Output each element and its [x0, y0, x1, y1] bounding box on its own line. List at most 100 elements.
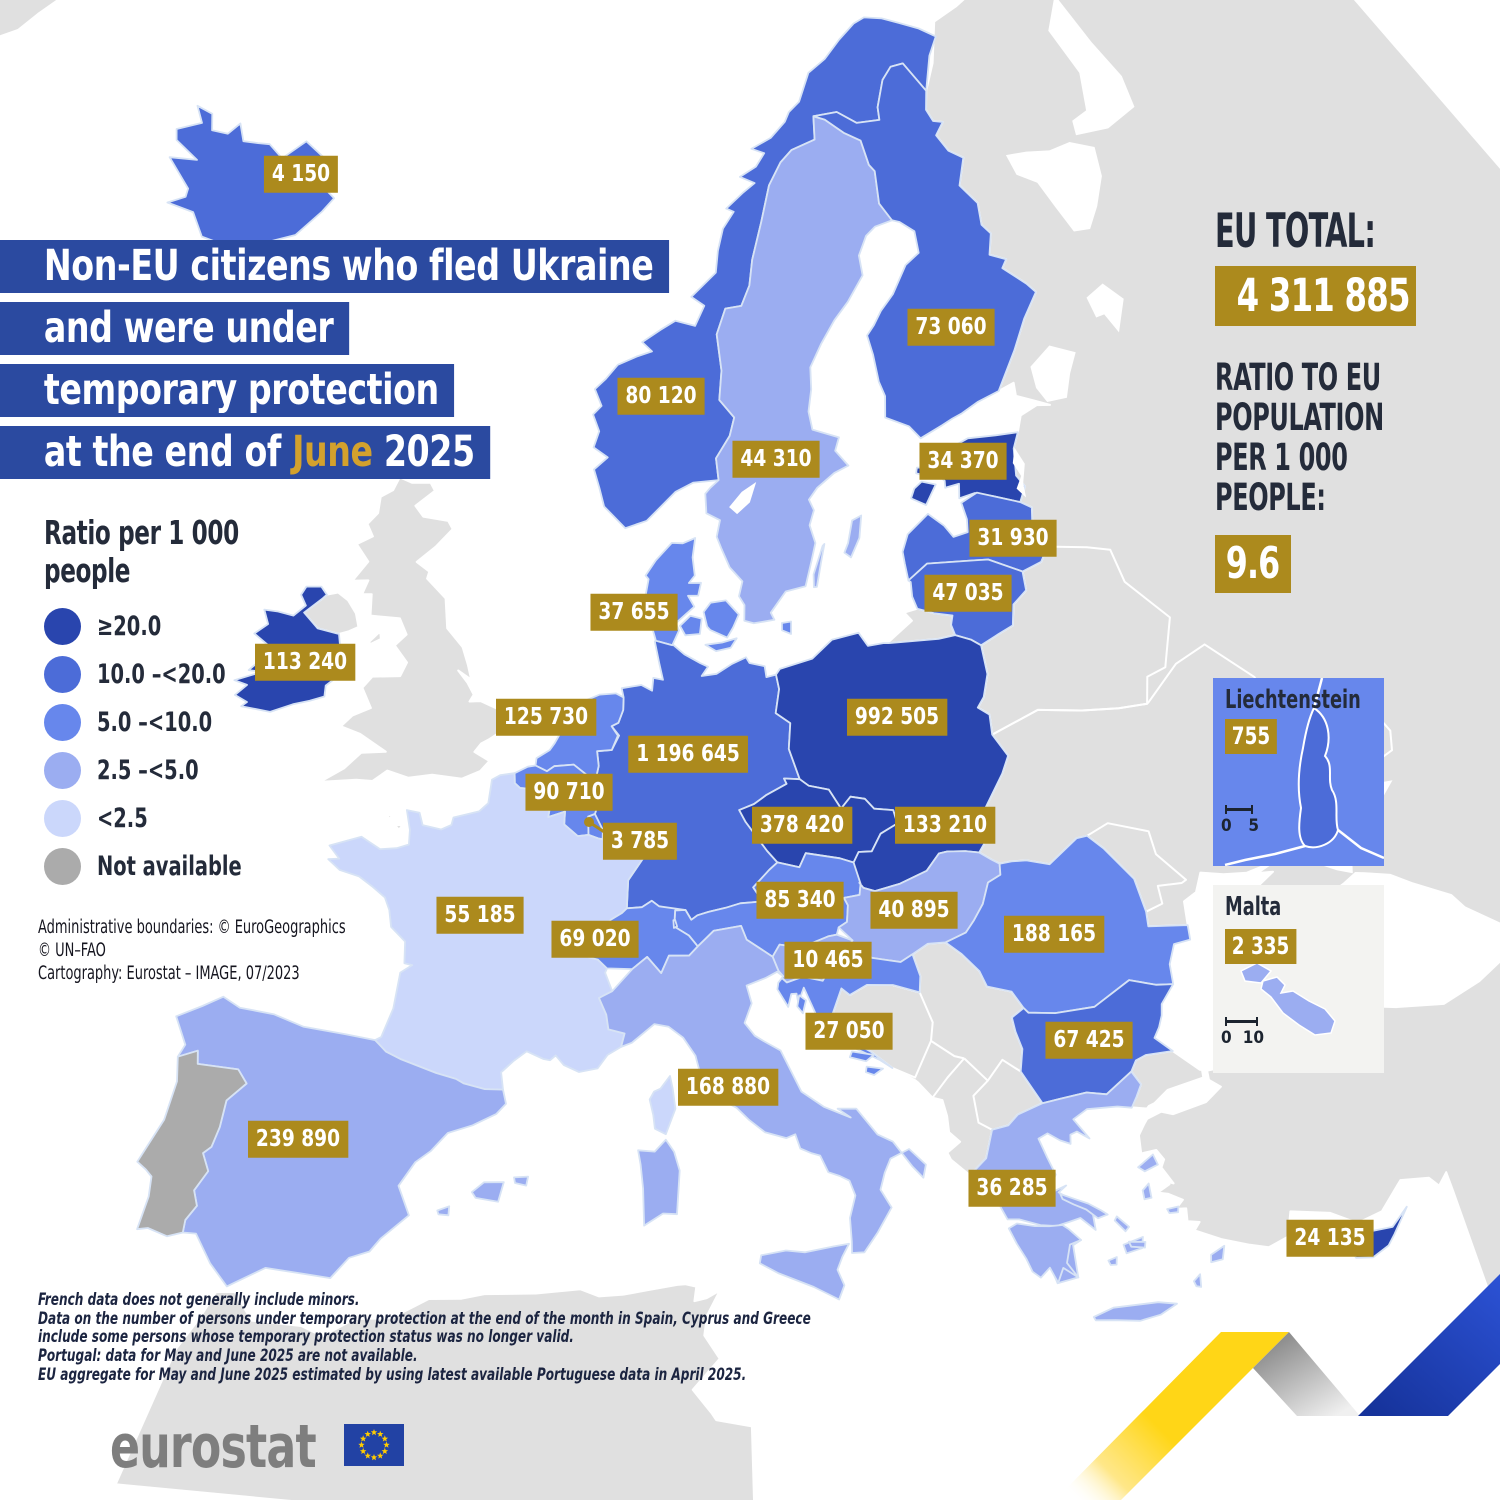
border-montenegro-albania — [931, 1057, 965, 1099]
value-badge-sweden: 44 310 — [732, 440, 820, 478]
country-sweden — [704, 115, 893, 625]
value-badge-malta: 2 335 — [1225, 929, 1297, 964]
luxembourg-marker-dot — [584, 817, 594, 827]
title-line-2-text: and were under — [43, 303, 334, 353]
value-badge-finland: 73 060 — [907, 308, 995, 346]
value-badge-iceland: 4 150 — [263, 155, 339, 193]
title-month-highlight: June — [292, 427, 373, 477]
country-liechtenstein-inset — [1297, 706, 1340, 849]
legend-label-b1: ≥20.0 — [97, 610, 162, 642]
value-badge-lithuania: 47 035 — [924, 574, 1012, 612]
country-croatia-islands-mid — [848, 1050, 875, 1063]
title-line-1: Non-EU citizens who fled Ukraine — [0, 240, 669, 293]
lake-onega — [1086, 283, 1124, 333]
scale-min-label: 0 — [1221, 1028, 1232, 1048]
attribution-line-1: Administrative boundaries: © EuroGeograp… — [38, 917, 346, 938]
island-malta — [1260, 976, 1336, 1036]
lake-white-sea — [1005, 142, 1102, 232]
country-liechtenstein — [672, 919, 678, 929]
liechtenstein-inset-map — [1224, 678, 1384, 866]
legend: Ratio per 1 000 people ≥20.0 10.0 –<20.0 5… — [44, 514, 294, 890]
country-crete — [1092, 1301, 1178, 1322]
legend-title: Ratio per 1 000 people — [44, 514, 294, 589]
legend-label-b4: 2.5 –<5.0 — [97, 754, 199, 786]
country-oland — [812, 543, 826, 589]
country-sardinia — [637, 1138, 681, 1227]
legend-title-line-2: people — [44, 550, 131, 590]
eu-ratio-label-line-1: RATIO TO EU — [1215, 356, 1381, 399]
country-cyclades-andros — [1113, 1215, 1130, 1233]
malta-inset-map — [1240, 962, 1336, 1036]
footnote-line-4: Portugal: data for May and June 2025 are… — [38, 1346, 418, 1366]
country-gotland — [843, 514, 863, 559]
legend-items: ≥20.0 10.0 –<20.0 5.0 –<10.0 2.5 –<5.0 <2.5 N… — [44, 602, 294, 890]
value-badge-germany: 1 196 645 — [628, 735, 748, 773]
country-denmark-funen — [679, 614, 703, 637]
country-cyclades-naxos — [1128, 1240, 1147, 1249]
country-sicily — [758, 1242, 850, 1301]
eu-summary: EU TOTAL: 4 311 885 RATIO TO EU POPULATI… — [1215, 208, 1451, 593]
title-line-2: and were under — [0, 302, 349, 355]
title-line-4: at the end of June 2025 — [0, 426, 491, 479]
eu-total-value: 4 311 885 — [1215, 266, 1416, 326]
legend-label-b3: 5.0 –<10.0 — [97, 706, 213, 738]
malta-scale-bar: 0 10 — [1221, 1017, 1264, 1048]
footnote-line-1: French data does not generally include m… — [38, 1290, 360, 1309]
inset-border-south — [1224, 844, 1306, 866]
legend-title-line-1: Ratio per 1 000 — [44, 513, 239, 552]
value-badge-austria: 85 340 — [756, 881, 844, 919]
country-bornholm — [781, 620, 792, 635]
value-badge-switzerland: 69 020 — [551, 920, 639, 958]
lake-ladoga — [1030, 345, 1076, 402]
value-badge-liechtenstein: 755 — [1225, 719, 1277, 754]
value-badge-belgium: 90 710 — [525, 773, 613, 811]
value-badge-norway: 80 120 — [617, 377, 705, 415]
title-line-4-prefix: at the end of — [43, 427, 293, 477]
country-denmark-lolland — [704, 637, 738, 652]
country-chios — [1141, 1182, 1153, 1201]
country-croatia-islands-north — [796, 994, 807, 1015]
legend-swatch-na — [44, 847, 81, 885]
attribution-line-3: Cartography: Eurostat – IMAGE, 07/2023 — [38, 963, 300, 984]
country-peloponnese — [1007, 1222, 1082, 1284]
eu-total-label-text: EU TOTAL: — [1215, 204, 1376, 259]
country-turkey — [1129, 960, 1500, 1327]
country-isle-of-man — [368, 630, 382, 646]
map-attribution: Administrative boundaries: © EuroGeograp… — [38, 916, 432, 985]
legend-item-b1: ≥20.0 — [44, 602, 294, 650]
country-lesbos — [1137, 1153, 1159, 1173]
eurostat-logo: eurostat — [110, 1412, 404, 1482]
country-milos — [1107, 1256, 1118, 1266]
title-line-3: temporary protection — [0, 364, 455, 417]
eurostat-logo-text: eurostat — [110, 1412, 317, 1482]
footnote-line-3: include some persons whose temporary pro… — [38, 1327, 574, 1347]
title-line-4-suffix: 2025 — [372, 427, 475, 477]
liechtenstein-inset-label: Liechtenstein — [1225, 685, 1361, 715]
inset-river-rhine — [1312, 678, 1324, 709]
value-badge-estonia: 34 370 — [919, 442, 1007, 480]
malta-inset-label: Malta — [1225, 892, 1282, 922]
legend-item-b3: 5.0 –<10.0 — [44, 698, 294, 746]
value-badge-netherlands: 125 730 — [496, 698, 596, 736]
country-portugal — [136, 1049, 248, 1238]
footnote-line-2: Data on the number of persons under temp… — [38, 1308, 811, 1328]
value-badge-bulgaria: 67 425 — [1045, 1021, 1133, 1059]
title-block: Non-EU citizens who fled Ukraine and wer… — [0, 240, 778, 488]
border-mk-albania — [972, 1080, 993, 1131]
footnotes: French data does not generally include m… — [38, 1290, 986, 1385]
value-badge-spain: 239 890 — [248, 1120, 348, 1158]
value-badge-latvia: 31 930 — [969, 519, 1057, 557]
scale-line — [1225, 805, 1253, 814]
country-croatia-islands-south — [864, 1065, 884, 1076]
value-badge-hungary: 40 895 — [870, 891, 958, 929]
country-ibiza — [436, 1205, 451, 1217]
value-badge-greece: 36 285 — [968, 1169, 1056, 1207]
country-denmark-zealand — [702, 599, 740, 639]
malta-inset: Malta 2 335 0 10 — [1213, 885, 1384, 1073]
lake-white-sea-throat — [1048, 0, 1135, 136]
eu-ratio-label-line-3: PER 1 000 — [1215, 436, 1348, 479]
value-badge-denmark: 37 655 — [590, 593, 678, 631]
lake-peipus — [1012, 447, 1027, 498]
